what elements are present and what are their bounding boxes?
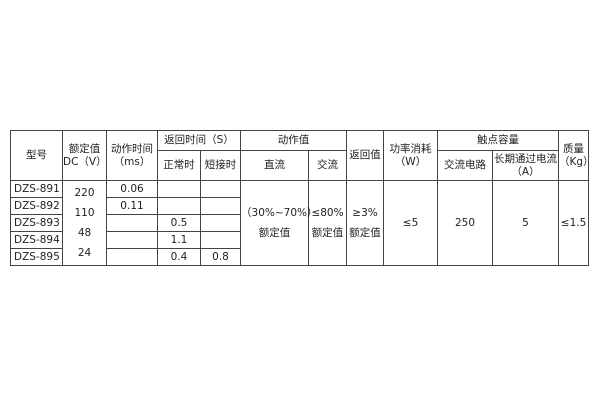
- header-operate-value: 动作值: [240, 130, 348, 151]
- header-return-value: 返回值: [346, 130, 385, 181]
- operate-ac-cell: ≤80% 额定值: [308, 180, 348, 266]
- operate-time-cell: 0.11: [106, 197, 158, 215]
- operate-dc-value: （30%~70%）: [241, 207, 318, 219]
- header-power: 功率消耗（W）: [383, 130, 439, 181]
- return-value-cell: ≥3% 额定值: [346, 180, 385, 266]
- return-short-cell: [199, 231, 242, 249]
- table-row: DZS-895 0.4 0.8: [10, 248, 589, 266]
- operate-time-cell: [106, 248, 158, 266]
- power-cell: ≤5: [383, 180, 439, 266]
- voltage-value: 24: [77, 246, 92, 259]
- return-value: ≥3%: [352, 207, 378, 219]
- header-return-time: 返回时间（S）: [156, 130, 242, 151]
- ac-circuit-cell: 250: [437, 180, 494, 266]
- table-row: DZS-891 220 110 48 24 0.06 （30%~70%） 额定值 …: [10, 180, 590, 266]
- voltage-cell: 220 110 48 24: [62, 180, 107, 266]
- header-mass: 质量（Kg）: [558, 130, 594, 181]
- model-cell: DZS-895: [10, 248, 63, 266]
- return-unit: 额定值: [349, 227, 381, 239]
- header-contact-capacity: 触点容量: [437, 130, 560, 151]
- header-ac-circuit: 交流电路: [437, 150, 494, 181]
- return-normal-cell: [157, 180, 201, 198]
- return-normal-cell: 1.1: [157, 231, 201, 249]
- return-normal-cell: 0.5: [157, 214, 201, 232]
- return-short-cell: 0.8: [199, 248, 242, 266]
- operate-dc-cell: （30%~70%） 额定值: [240, 180, 318, 266]
- model-cell: DZS-893: [10, 214, 63, 232]
- table-row: DZS-894 1.1: [10, 231, 589, 249]
- header-long-current: 长期通过电流（A）: [492, 150, 560, 181]
- mass-cell: ≤1.5: [558, 180, 590, 266]
- table-row: DZS-893 0.5: [10, 214, 589, 232]
- header-rated-voltage: 额定值 DC（V）: [62, 130, 107, 181]
- model-cell: DZS-892: [10, 197, 63, 215]
- long-current-cell: 5: [492, 180, 560, 266]
- model-cell: DZS-894: [10, 231, 63, 249]
- operate-ac-unit: 额定值: [311, 227, 344, 239]
- header-model: 型号: [10, 130, 63, 181]
- voltage-value: 220: [74, 186, 95, 199]
- header-operate-dc: 直流: [240, 150, 310, 181]
- header-operate-time: 动作时间（ms）: [106, 130, 158, 181]
- operate-ac-value: ≤80%: [311, 207, 344, 219]
- operate-time-cell: [106, 214, 158, 232]
- operate-time-cell: 0.06: [106, 180, 158, 198]
- voltage-value: 110: [74, 206, 95, 219]
- spec-table: 型号 额定值 DC（V） 动作时间（ms） 返回时间（S） 动作值 返回值 功率…: [10, 130, 594, 266]
- operate-time-cell: [106, 231, 158, 249]
- header-return-normal: 正常时: [157, 150, 201, 181]
- return-short-cell: [199, 214, 242, 232]
- header-return-short: 短接时: [199, 150, 242, 181]
- return-short-cell: [199, 180, 242, 198]
- model-cell: DZS-891: [10, 180, 63, 198]
- return-short-cell: [199, 197, 242, 215]
- return-normal-cell: [157, 197, 201, 215]
- operate-dc-unit: 额定值: [258, 227, 291, 239]
- voltage-value: 48: [77, 226, 92, 239]
- return-normal-cell: 0.4: [157, 248, 201, 266]
- header-operate-ac: 交流: [308, 150, 348, 181]
